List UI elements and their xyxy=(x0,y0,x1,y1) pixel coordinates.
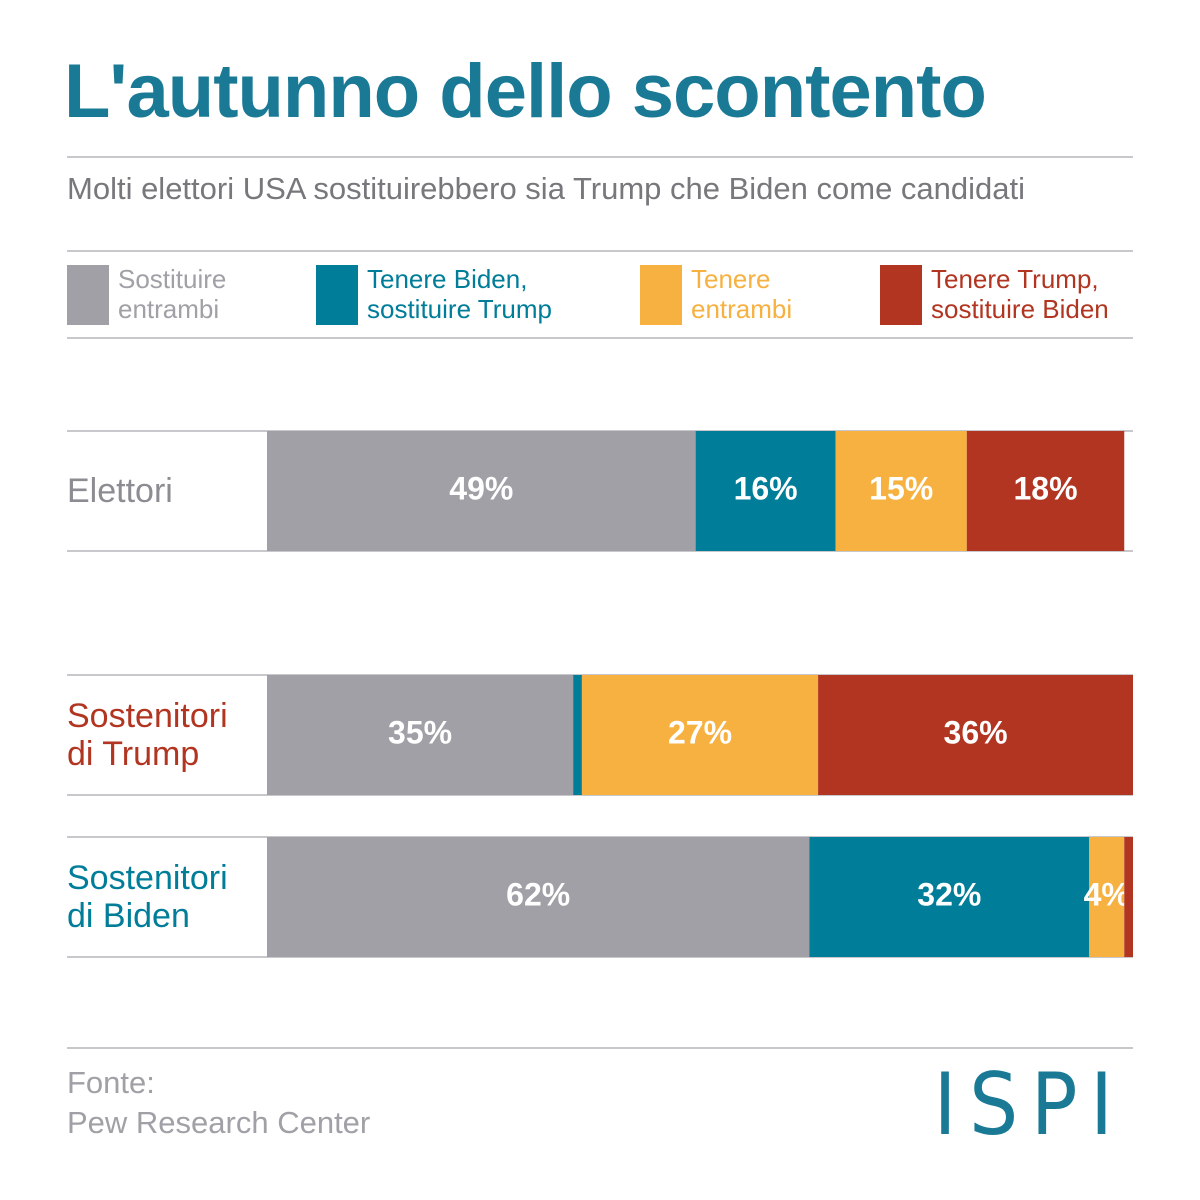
category-label: Sostenitori di Trump xyxy=(67,697,228,773)
source-label: Fonte: xyxy=(67,1065,155,1100)
bar-segment xyxy=(695,431,836,551)
data-label: 49% xyxy=(449,470,513,506)
bar-segment xyxy=(809,837,1090,957)
bar-segment xyxy=(966,431,1125,551)
legend-label: Tenere entrambi xyxy=(691,264,793,324)
logo: ISPI xyxy=(933,1055,1126,1155)
data-label: 62% xyxy=(506,876,570,912)
bar-segment xyxy=(573,675,582,795)
data-label: 18% xyxy=(1014,470,1078,506)
data-label: 4% xyxy=(1084,876,1130,912)
bar-segment xyxy=(818,675,1133,795)
data-label: 16% xyxy=(734,470,798,506)
source: Pew Research Center xyxy=(67,1105,371,1140)
bar-segment xyxy=(267,431,696,551)
data-label: 27% xyxy=(668,714,732,750)
data-label: 15% xyxy=(869,470,933,506)
chart-subtitle: Molti elettori USA sostituirebbero sia T… xyxy=(67,171,1026,206)
legend-swatch xyxy=(316,265,358,325)
data-label: 36% xyxy=(944,714,1008,750)
data-label: 35% xyxy=(388,714,452,750)
divider xyxy=(67,156,1133,158)
bar-segment xyxy=(1089,837,1125,957)
legend-label: Tenere Trump, sostituire Biden xyxy=(931,264,1109,324)
chart-title: L'autunno dello scontento xyxy=(64,49,987,134)
divider xyxy=(67,250,1133,252)
bar-segment xyxy=(267,837,810,957)
bar-segment xyxy=(581,675,819,795)
divider xyxy=(67,1047,1133,1049)
legend-swatch xyxy=(67,265,109,325)
category-label: Sostenitori di Biden xyxy=(67,859,228,935)
legend-swatch xyxy=(640,265,682,325)
bar-segment xyxy=(1124,837,1133,957)
divider xyxy=(67,337,1133,339)
legend-label: Tenere Biden, sostituire Trump xyxy=(367,264,552,324)
legend-swatch xyxy=(880,265,922,325)
category-label: Elettori xyxy=(67,472,173,510)
bar-segment xyxy=(267,675,574,795)
legend-label: Sostituire entrambi xyxy=(118,264,227,324)
data-label: 32% xyxy=(917,876,981,912)
bar-segment xyxy=(835,431,967,551)
